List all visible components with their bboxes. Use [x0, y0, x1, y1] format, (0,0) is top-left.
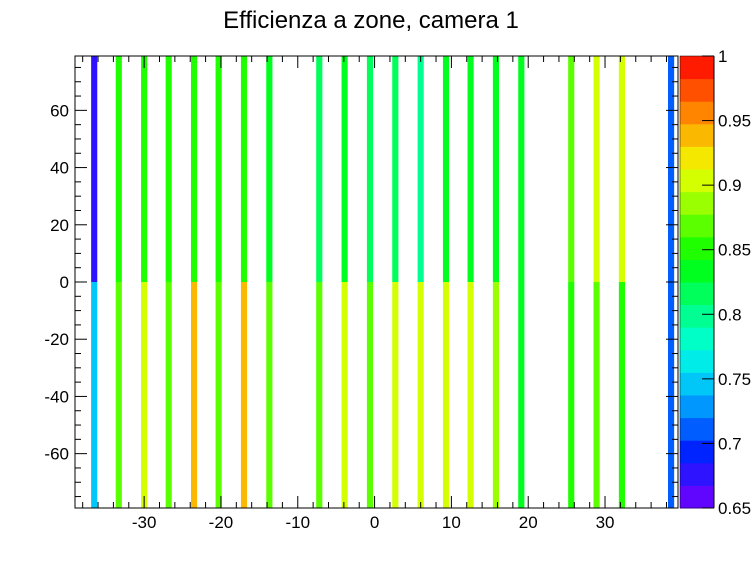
heatmap-cell-high-11: [392, 56, 399, 282]
heatmap-cell-high-3: [165, 56, 172, 282]
plot-border: [74, 55, 679, 509]
colorbar-level: [680, 146, 714, 170]
y-tick-label: 40: [50, 159, 69, 178]
colorbar-level: [680, 214, 714, 238]
colorbar-level: [680, 101, 714, 125]
x-tick-label: 30: [596, 513, 615, 532]
heatmap-cell-high-0: [91, 56, 98, 282]
x-tick-label: -20: [209, 513, 234, 532]
colorbar-tick-label: 0.9: [718, 176, 742, 195]
heatmap-cell-high-6: [240, 56, 248, 282]
heatmap-cell-low-12: [417, 282, 424, 508]
heatmap-cell-low-0: [91, 282, 98, 508]
colorbar-level: [680, 372, 714, 396]
heatmap-cell-high-15: [492, 56, 500, 282]
colorbar-level: [680, 417, 714, 441]
heatmap-cell-low-7: [266, 282, 273, 508]
colorbar-tick-label: 1: [718, 47, 727, 66]
y-tick-label: 20: [50, 216, 69, 235]
heatmap-cell-high-10: [366, 56, 374, 282]
heatmap-cell-high-4: [190, 56, 198, 282]
colorbar-tick-label: 0.65: [718, 499, 751, 518]
heatmap-cell-low-2: [141, 282, 148, 508]
heatmap-strips: [91, 56, 675, 508]
colorbar-level: [680, 123, 714, 147]
heatmap-cell-low-11: [392, 282, 399, 508]
heatmap-cell-high-2: [141, 56, 148, 282]
heatmap-cell-low-3: [165, 282, 172, 508]
colorbar-level: [680, 395, 714, 419]
heatmap-cell-low-18: [593, 282, 600, 508]
colorbar-level: [680, 259, 714, 283]
heatmap-cell-low-1: [115, 282, 122, 508]
heatmap-cell-high-16: [518, 56, 525, 282]
x-tick-label: 10: [442, 513, 461, 532]
heatmap-cell-low-17: [568, 282, 575, 508]
x-tick-label: -30: [132, 513, 157, 532]
heatmap-cell-high-20: [668, 56, 675, 282]
heatmap-cell-high-7: [266, 56, 273, 282]
colorbar-level: [680, 169, 714, 193]
colorbar-level: [680, 236, 714, 260]
x-tick-label: 20: [519, 513, 538, 532]
heatmap-cell-high-14: [467, 56, 474, 282]
colorbar-level: [680, 327, 714, 351]
colorbar-tick-label: 0.95: [718, 112, 751, 131]
heatmap-cell-high-19: [618, 56, 625, 282]
heatmap-cell-high-5: [215, 56, 222, 282]
heatmap-cell-low-10: [366, 282, 374, 508]
colorbar-tick-label: 0.8: [718, 305, 742, 324]
colorbar-level: [680, 56, 714, 80]
heatmap-cell-high-1: [115, 56, 122, 282]
y-tick-label: 60: [50, 101, 69, 120]
x-axis: -30 -20 -10 0 10 20 30: [82, 56, 667, 532]
colorbar-level: [680, 282, 714, 306]
heatmap-cell-high-12: [417, 56, 424, 282]
plot-frame: [74, 55, 679, 509]
colorbar-level: [680, 485, 714, 509]
y-tick-label: -60: [44, 445, 69, 464]
x-tick-label: -10: [285, 513, 310, 532]
heatmap-cell-high-13: [442, 56, 450, 282]
colorbar-tick-label: 0.75: [718, 370, 751, 389]
colorbar-level: [680, 462, 714, 486]
colorbar-level: [680, 349, 714, 373]
chart-title: Efficienza a zone, camera 1: [223, 7, 519, 34]
colorbar-tick-label: 0.85: [718, 241, 751, 260]
heatmap-cell-low-8: [316, 282, 323, 508]
heatmap-cell-low-20: [668, 282, 675, 508]
heatmap-cell-low-16: [518, 282, 525, 508]
colorbar-level: [680, 78, 714, 102]
heatmap-cell-high-8: [316, 56, 323, 282]
heatmap-cell-low-19: [618, 282, 625, 508]
colorbar-level: [680, 304, 714, 328]
heatmap-cell-high-17: [568, 56, 575, 282]
heatmap-cell-low-6: [240, 282, 248, 508]
x-tick-label: 0: [370, 513, 379, 532]
colorbar-tick-label: 0.7: [718, 434, 742, 453]
y-tick-label: 0: [60, 273, 69, 292]
heatmap-cell-low-15: [492, 282, 500, 508]
heatmap-cell-low-13: [442, 282, 450, 508]
heatmap-cell-high-9: [341, 56, 348, 282]
heatmap-cell-low-5: [215, 282, 222, 508]
heatmap-cell-low-4: [190, 282, 198, 508]
y-tick-label: -20: [44, 330, 69, 349]
y-tick-label: -40: [44, 387, 69, 406]
color-scale-bar: 0.65 0.7 0.75 0.8 0.85 0.9 0.95 1: [679, 47, 751, 518]
heatmap-cell-high-18: [593, 56, 600, 282]
y-axis: -60 -40 -20 0 20 40 60: [44, 66, 678, 498]
colorbar-level: [680, 440, 714, 464]
heatmap-cell-low-9: [341, 282, 348, 508]
heatmap-cell-low-14: [467, 282, 474, 508]
colorbar-level: [680, 191, 714, 215]
